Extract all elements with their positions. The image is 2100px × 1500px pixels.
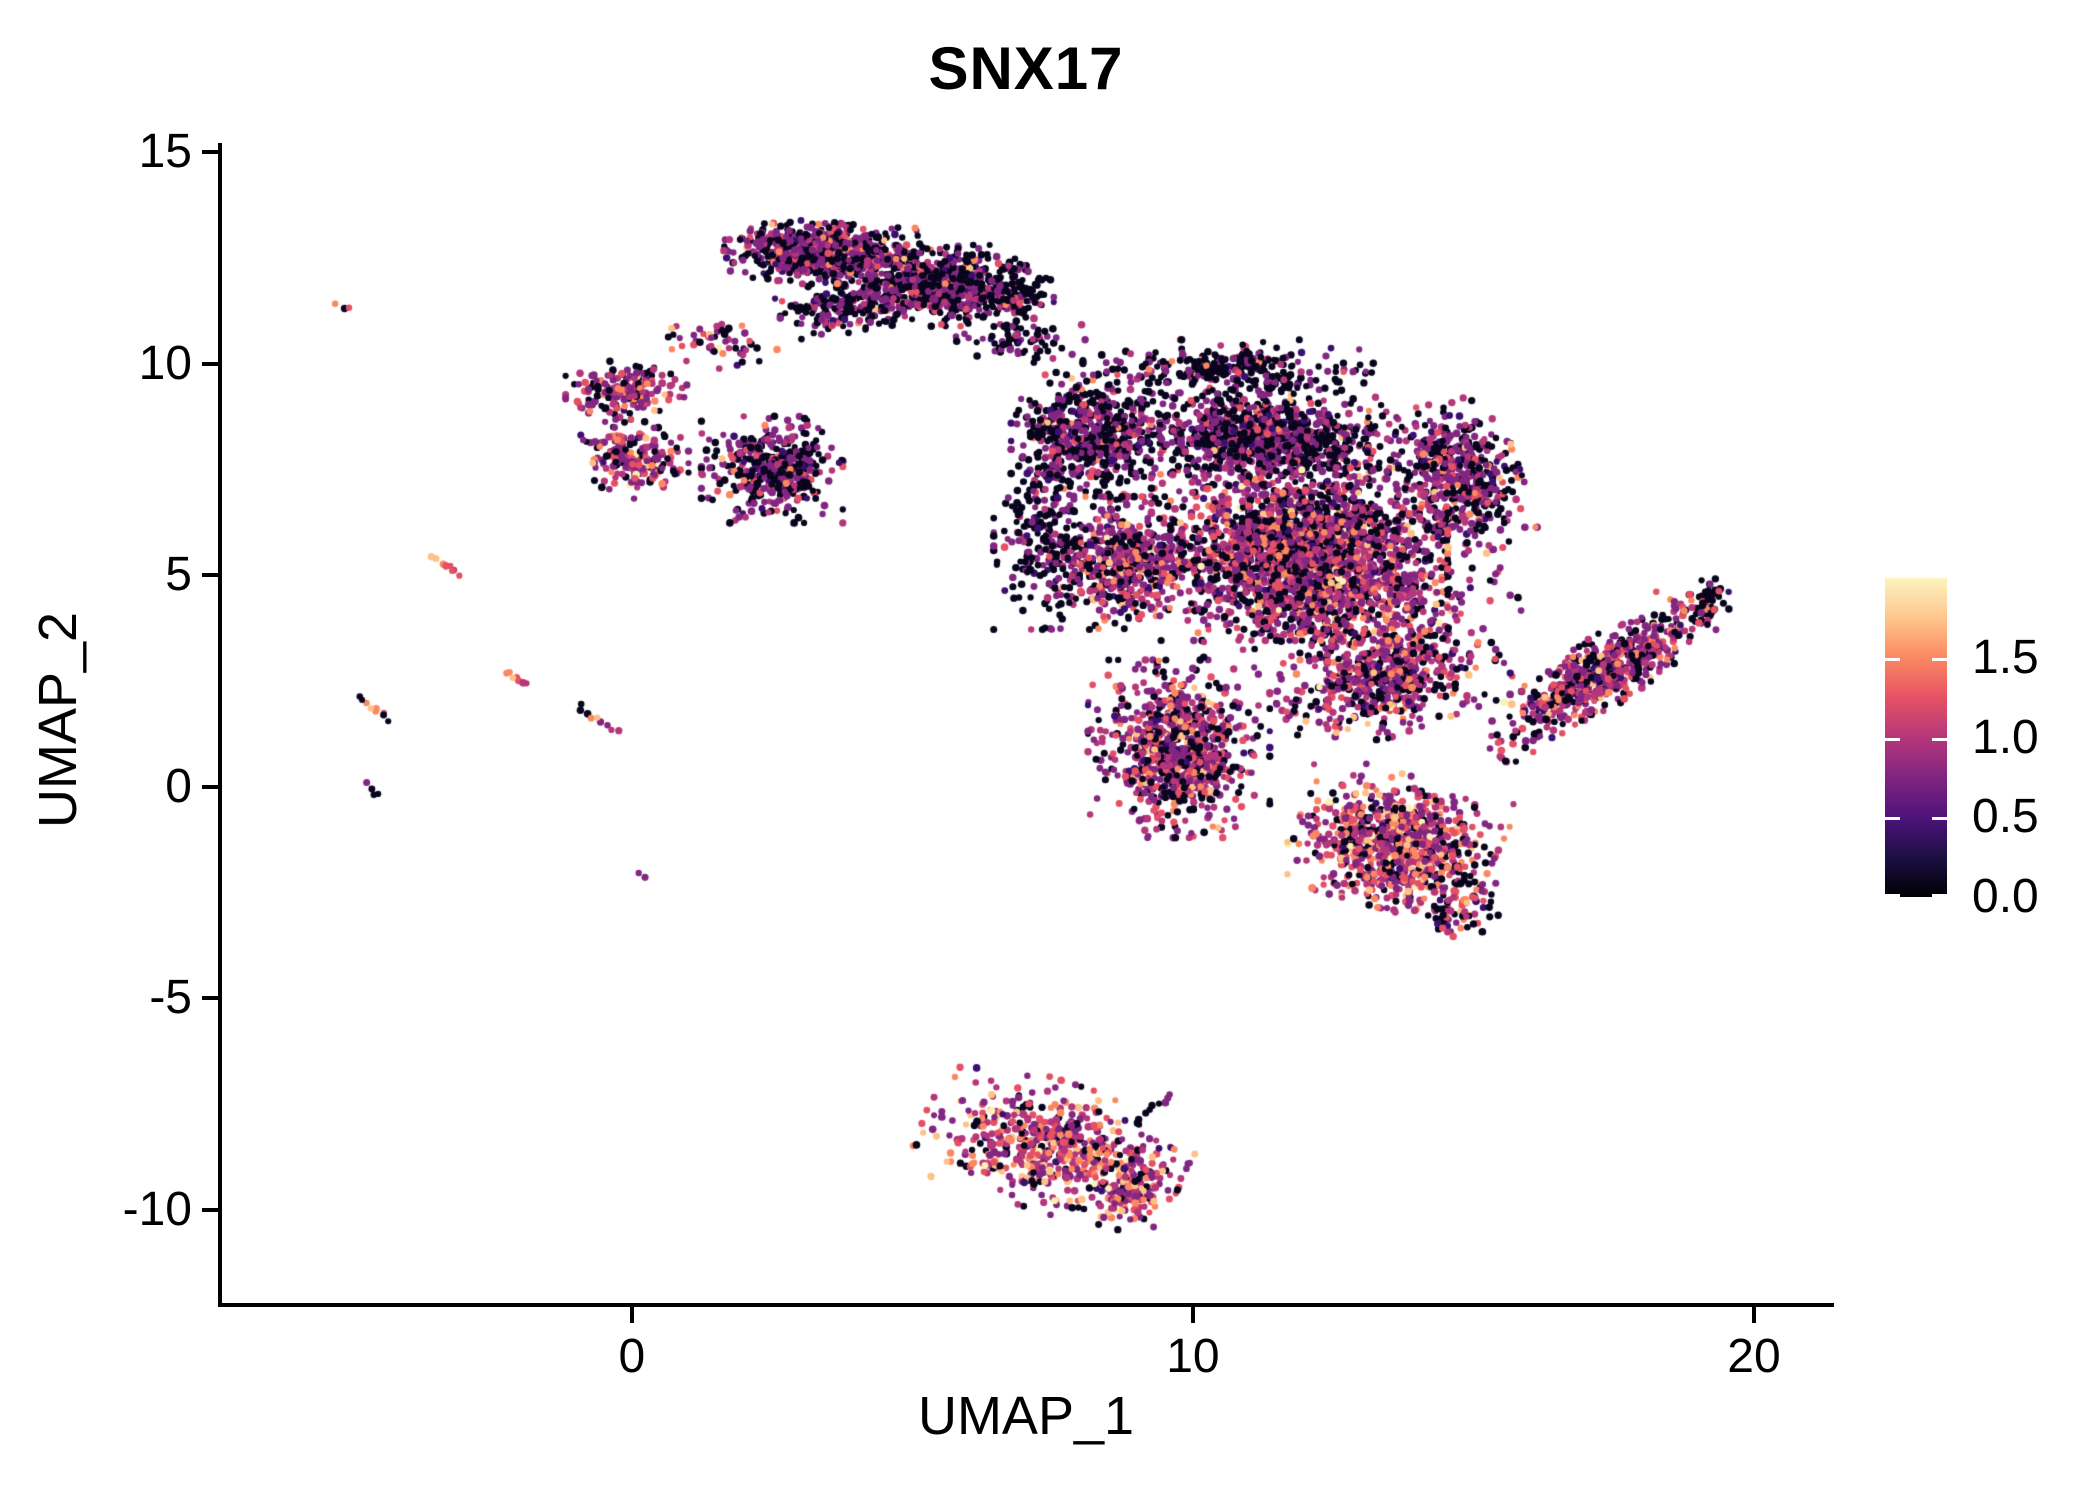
legend-tick-label: 1.0 [1972, 710, 2039, 764]
plot-title: SNX17 [928, 35, 1124, 102]
legend-tick-mark [1885, 657, 1900, 661]
legend-tick-mark [1932, 737, 1947, 741]
x-tick-mark [1190, 1307, 1195, 1323]
legend-tick-mark [1885, 894, 1900, 897]
y-tick-label: 15 [138, 125, 192, 179]
legend-tick-mark [1932, 657, 1947, 661]
y-tick-label: -10 [122, 1182, 192, 1236]
legend-tick-mark [1885, 737, 1900, 741]
y-tick-mark [202, 150, 218, 155]
x-tick-label: 10 [1166, 1330, 1220, 1383]
x-tick-mark [1752, 1307, 1756, 1323]
legend-tick-mark [1932, 894, 1947, 897]
x-tick-mark [629, 1307, 634, 1323]
x-axis-line [218, 1303, 1834, 1307]
legend-tick-mark [1885, 817, 1900, 821]
y-tick-mark [202, 784, 218, 789]
y-axis-line [218, 143, 222, 1307]
x-tick-label: 20 [1727, 1330, 1781, 1383]
y-tick-label: -5 [149, 971, 192, 1025]
y-tick-mark [202, 361, 218, 366]
legend-tick-label: 1.5 [1972, 630, 2039, 684]
x-tick-label: 0 [618, 1330, 646, 1383]
legend-tick-mark [1932, 817, 1947, 821]
legend-tick-label: 0.0 [1972, 870, 2039, 923]
x-axis-label: UMAP_1 [917, 1386, 1135, 1446]
y-tick-label: 0 [165, 759, 192, 813]
y-tick-label: 10 [138, 336, 192, 390]
y-tick-mark [202, 573, 218, 578]
y-tick-mark [202, 996, 218, 1001]
legend-tick-label: 0.5 [1972, 790, 2039, 844]
y-tick-mark [202, 1207, 218, 1212]
y-tick-label: 5 [165, 548, 192, 602]
